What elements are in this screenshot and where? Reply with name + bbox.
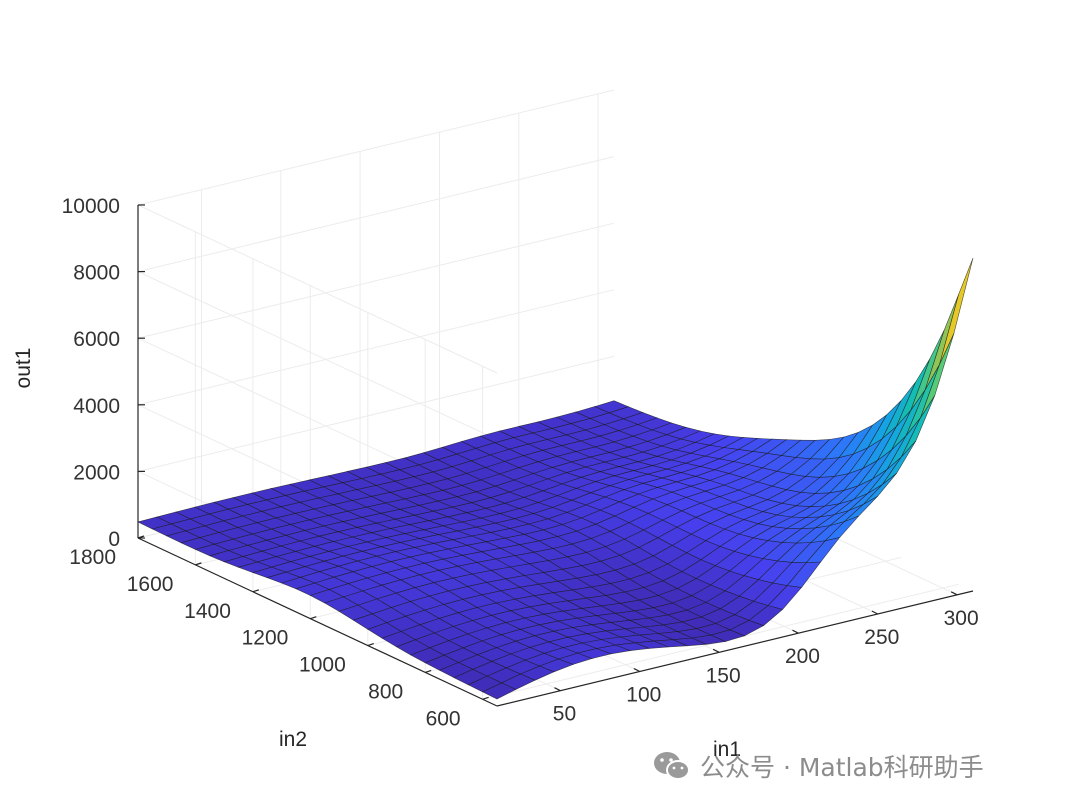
x-tick-label: 300 <box>944 607 979 630</box>
x-tick-label: 250 <box>864 626 899 649</box>
x-tick <box>950 591 958 596</box>
z-tick-label: 10000 <box>62 195 120 218</box>
y-tick <box>195 562 202 566</box>
y-tick <box>425 669 432 673</box>
x-axis-line <box>496 590 974 707</box>
z-gridline <box>136 156 615 441</box>
x-tick-label: 100 <box>626 684 661 707</box>
z-tick-label: 6000 <box>73 328 120 351</box>
z-tick-label: 0 <box>108 528 120 551</box>
x-tick <box>633 667 641 673</box>
y-tick-label: 1000 <box>299 654 346 677</box>
watermark: 公众号 · Matlab科研助手 <box>652 746 984 786</box>
surface-layer <box>137 257 974 700</box>
wechat-icon <box>654 752 690 780</box>
y-tick <box>482 696 489 700</box>
x-axis-label: in1 <box>713 738 741 761</box>
x-tick-label: 200 <box>785 645 820 668</box>
z-tick-label: 2000 <box>73 461 120 484</box>
y-tick <box>310 616 317 620</box>
surface-face <box>939 257 974 365</box>
y-tick <box>367 642 374 647</box>
z-tick-label: 4000 <box>73 395 120 418</box>
y-tick <box>252 589 260 593</box>
x-tick <box>712 648 720 653</box>
watermark-text: 公众号 · Matlab科研助手 <box>700 753 984 782</box>
x-tick-label: 150 <box>706 664 741 687</box>
labels-layer: 50 100 150 200 250 300 600 800 1000 1200 1400 1600 1… <box>62 195 979 730</box>
y-tick-label: 800 <box>368 680 403 703</box>
axes-layer <box>137 204 974 707</box>
y-axis-label: in2 <box>279 728 307 751</box>
z-gridline <box>136 89 615 374</box>
z-tick-label: 8000 <box>73 262 120 285</box>
z-axis-label: out1 <box>12 348 35 389</box>
y-tick-label: 1800 <box>69 546 116 569</box>
x-tick <box>554 687 561 692</box>
y-tick-label: 1600 <box>127 573 174 596</box>
y-tick-label: 1200 <box>242 627 289 650</box>
surface-face <box>924 294 959 390</box>
x-tick <box>871 610 879 615</box>
y-tick-label: 600 <box>426 707 461 730</box>
y-axis-line <box>137 537 498 707</box>
x-tick-label: 50 <box>553 703 576 726</box>
x-tick <box>792 629 799 634</box>
y-tick-label: 1400 <box>184 600 231 623</box>
